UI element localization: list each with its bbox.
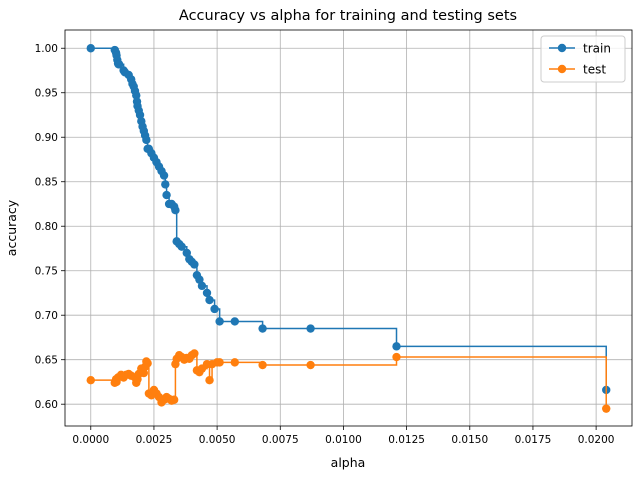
data-point-train xyxy=(171,206,180,215)
data-point-test xyxy=(86,375,95,385)
data-point-test xyxy=(230,358,239,367)
x-tick-label: 0.0150 xyxy=(451,434,488,446)
y-tick-label: 0.65 xyxy=(35,355,58,367)
data-point-train xyxy=(210,304,219,314)
data-point-train xyxy=(258,324,267,333)
data-point-test xyxy=(215,358,224,367)
y-tick-label: 1.00 xyxy=(35,43,58,55)
data-point-test xyxy=(258,360,267,370)
data-point-train xyxy=(202,288,212,298)
data-point-test xyxy=(139,368,149,378)
x-tick-label: 0.0175 xyxy=(515,434,552,446)
y-tick-label: 0.80 xyxy=(35,221,58,233)
legend-marker-train xyxy=(557,43,567,53)
x-tick-label: 0.0050 xyxy=(199,434,236,446)
y-tick-label: 0.85 xyxy=(35,177,58,189)
data-point-train xyxy=(215,317,224,326)
y-axis-label: accuracy xyxy=(4,199,19,256)
legend-label-test: test xyxy=(583,63,606,77)
legend-label-train: train xyxy=(583,42,611,56)
data-point-train xyxy=(162,190,171,200)
data-point-test xyxy=(169,395,179,404)
y-tick-label: 0.95 xyxy=(35,88,58,100)
data-point-test xyxy=(602,404,611,413)
plot-area: 0.0000 0.0025 0.0050 0.0075 0.0100 0.0125 0.01… xyxy=(35,29,633,446)
x-tick-label: 0.0200 xyxy=(578,434,615,446)
y-tick-label: 0.70 xyxy=(35,310,58,322)
data-point-test xyxy=(143,359,152,368)
data-point-train xyxy=(230,317,239,326)
legend-marker-test xyxy=(557,64,567,74)
data-point-train xyxy=(132,91,141,100)
chart-title: Accuracy vs alpha for training and testi… xyxy=(179,8,517,24)
data-point-train xyxy=(392,342,401,351)
x-tick-label: 0.0025 xyxy=(136,434,173,446)
y-tick-label: 0.90 xyxy=(35,132,58,144)
data-point-train xyxy=(114,60,124,69)
x-axis-label: alpha xyxy=(331,455,366,470)
y-tick-label: 0.60 xyxy=(35,399,58,411)
axes-frame xyxy=(64,29,633,427)
data-point-test xyxy=(392,352,401,362)
data-point-train xyxy=(190,260,199,269)
x-tick-label: 0.0100 xyxy=(325,434,362,446)
y-tick-label: 0.75 xyxy=(35,266,58,278)
legend: train test xyxy=(540,35,626,83)
data-point-train xyxy=(135,110,145,120)
data-point-test xyxy=(190,349,199,358)
x-tick-label: 0.0125 xyxy=(388,434,425,446)
data-point-train xyxy=(161,180,170,189)
data-point-test xyxy=(306,360,315,370)
data-point-train xyxy=(159,171,169,180)
data-point-train xyxy=(177,242,186,251)
data-point-train xyxy=(205,295,214,305)
data-point-train xyxy=(142,135,151,145)
data-point-train xyxy=(306,324,315,333)
x-tick-label: 0.0075 xyxy=(262,434,299,446)
data-point-train xyxy=(197,281,207,291)
data-point-test xyxy=(205,375,214,385)
x-tick-label: 0.0000 xyxy=(72,434,109,446)
data-point-train xyxy=(86,44,95,53)
